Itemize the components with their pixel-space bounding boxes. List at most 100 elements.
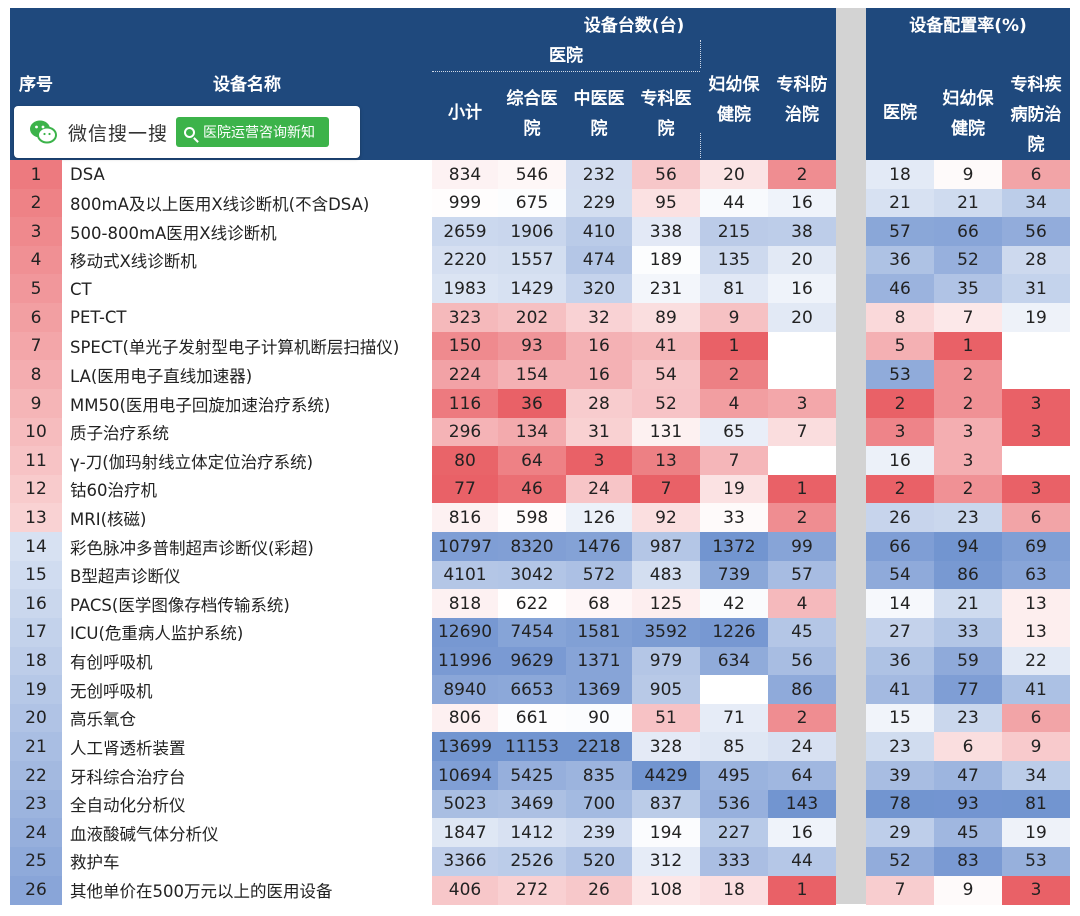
equipment-name-cell: B型超声诊断仪 [70,567,181,587]
value-cell: 131 [632,417,700,447]
value-cell: 2659 [432,217,498,247]
value-cell: 3366 [432,846,498,876]
value-cell: 7 [768,417,836,447]
value-cell: 272 [498,875,566,905]
equipment-name-cell: SPECT(单光子发射型电子计算机断层扫描仪) [70,338,400,358]
value-cell: 41 [866,675,934,705]
value-cell: 6 [1002,160,1070,190]
value-cell: 227 [700,818,768,848]
value-cell: 20 [768,245,836,275]
value-cell: 9 [1002,732,1070,762]
column-gap-header [836,8,866,160]
equipment-name-cell: γ-刀(伽玛射线立体定位治疗系统) [70,452,314,472]
value-cell: 700 [566,789,632,819]
value-cell: 410 [566,217,632,247]
value-cell: 1983 [432,274,498,304]
equipment-name-cell: 有创呼吸机 [70,653,153,673]
value-cell: 46 [498,474,566,504]
value-cell: 21 [934,188,1002,218]
value-cell [700,675,768,705]
equipment-name-cell: 人工肾透析装置 [70,738,186,758]
value-cell: 28 [566,388,632,419]
value-cell: 2 [768,160,836,190]
value-cell: 3 [934,417,1002,447]
value-cell: 818 [432,589,498,619]
value-cell: 8 [866,303,934,333]
value-cell: 78 [866,789,934,819]
row-index-cell: 12 [10,474,62,504]
value-cell: 19 [1002,303,1070,333]
header-prevention-counts: 专科防 治院 [768,68,836,132]
value-cell: 33 [934,617,1002,648]
value-cell: 150 [432,331,498,361]
value-cell: 54 [866,560,934,590]
value-cell: 21 [866,188,934,218]
row-index-cell: 17 [10,617,62,648]
wechat-search-box[interactable]: 医院运营咨询新知 [176,117,330,147]
row-index-cell: 22 [10,761,62,791]
value-cell: 94 [934,532,1002,562]
equipment-name-cell: CT [70,279,92,299]
value-cell: 1 [768,474,836,504]
row-index-cell: 9 [10,388,62,419]
value-cell: 57 [768,560,836,590]
value-cell: 622 [498,589,566,619]
value-cell: 4 [700,388,768,419]
value-cell: 26 [866,503,934,533]
value-cell: 9 [700,303,768,333]
equipment-name-cell: 全自动化分析仪 [70,796,186,816]
value-cell: 44 [768,846,836,876]
value-cell: 18 [866,160,934,190]
value-cell: 2218 [566,732,632,762]
row-index-cell: 4 [10,245,62,275]
equipment-name-cell: 彩色脉冲多普制超声诊断仪(彩超) [70,538,314,558]
value-cell: 598 [498,503,566,533]
row-index-cell: 15 [10,560,62,590]
value-cell: 77 [934,675,1002,705]
value-cell: 1369 [566,675,632,705]
row-index-cell: 8 [10,360,62,390]
value-cell: 296 [432,417,498,447]
value-cell: 36 [866,245,934,275]
search-icon [184,126,196,138]
value-cell: 10797 [432,532,498,562]
value-cell: 26 [566,875,632,905]
value-cell: 51 [632,703,700,733]
value-cell: 312 [632,846,700,876]
value-cell: 189 [632,245,700,275]
value-cell: 33 [700,503,768,533]
header-rate-prevention: 专科疾 病防治 院 [1002,72,1070,158]
value-cell: 2 [768,703,836,733]
value-cell: 320 [566,274,632,304]
value-cell: 1372 [700,532,768,562]
value-cell: 202 [498,303,566,333]
value-cell: 45 [934,818,1002,848]
value-cell: 1557 [498,245,566,275]
wechat-search-widget[interactable]: 微信搜一搜 医院运营咨询新知 [14,106,360,158]
value-cell: 52 [866,846,934,876]
value-cell: 333 [700,846,768,876]
value-cell: 1906 [498,217,566,247]
row-index-cell: 7 [10,331,62,361]
value-cell: 1847 [432,818,498,848]
value-cell: 81 [700,274,768,304]
value-cell: 1 [700,331,768,361]
value-cell: 661 [498,703,566,733]
equipment-name-cell: 救护车 [70,853,120,873]
equipment-name-cell: MM50(医用电子回旋加速治疗系统) [70,395,331,415]
value-cell: 36 [498,388,566,419]
value-cell: 7 [866,875,934,905]
value-cell: 8940 [432,675,498,705]
value-cell: 20 [768,303,836,333]
value-cell [1002,446,1070,476]
value-cell: 495 [700,761,768,791]
value-cell: 86 [934,560,1002,590]
value-cell: 3042 [498,560,566,590]
value-cell: 23 [934,703,1002,733]
value-cell: 987 [632,532,700,562]
value-cell: 13699 [432,732,498,762]
row-index-cell: 18 [10,646,62,676]
row-index-cell: 23 [10,789,62,819]
value-cell: 4429 [632,761,700,791]
value-cell: 3 [1002,474,1070,504]
